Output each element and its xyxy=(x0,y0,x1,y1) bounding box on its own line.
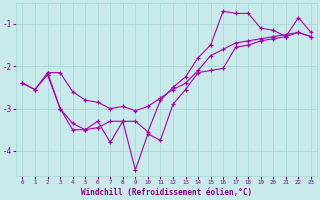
X-axis label: Windchill (Refroidissement éolien,°C): Windchill (Refroidissement éolien,°C) xyxy=(81,188,252,197)
